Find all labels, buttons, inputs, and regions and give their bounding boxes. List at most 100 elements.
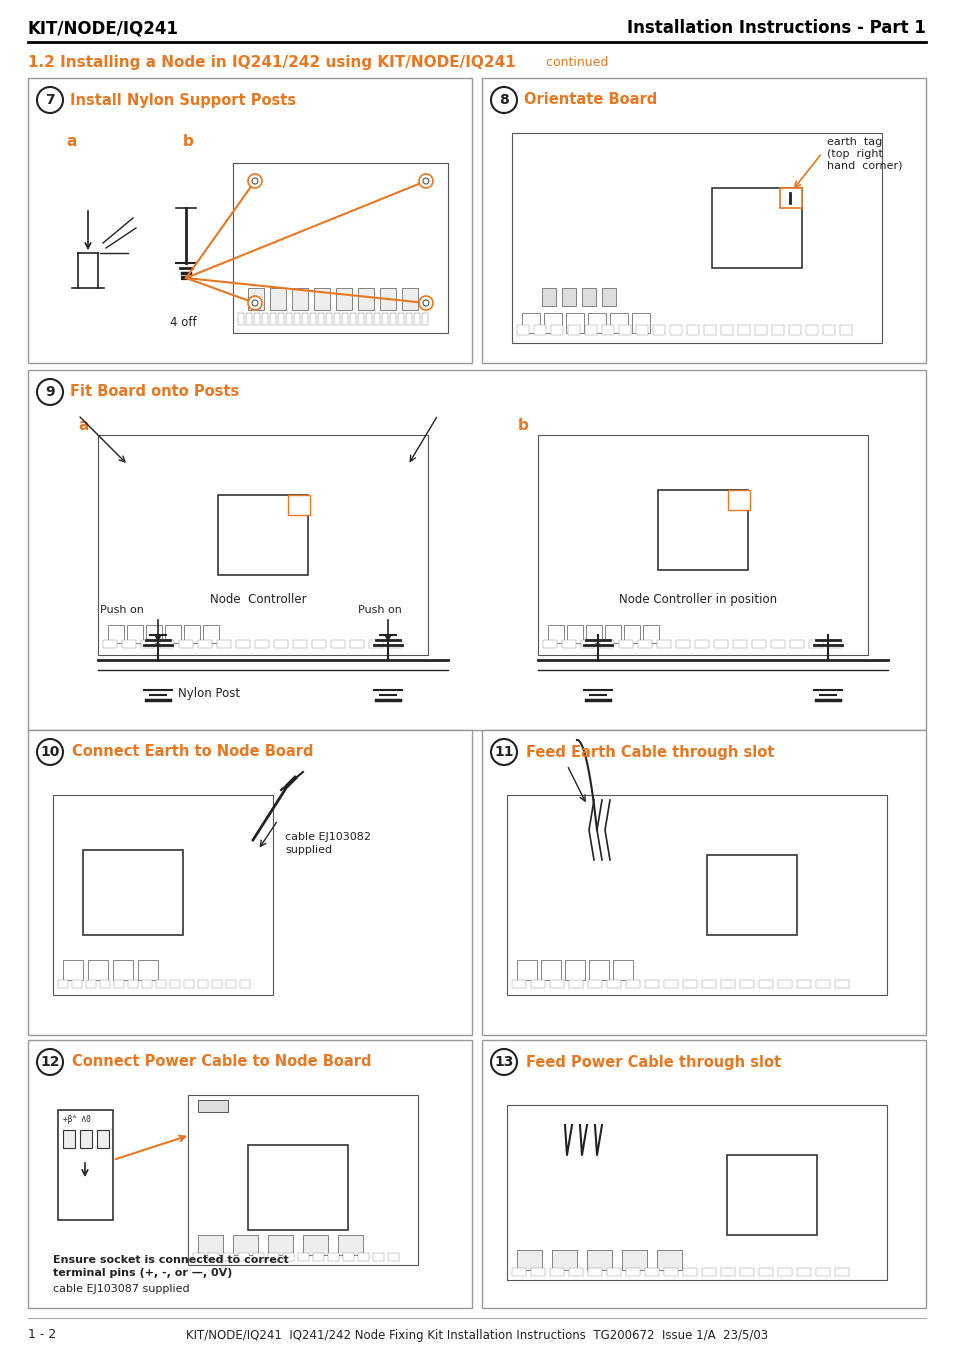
Bar (310, 313, 315, 326)
Ellipse shape (557, 1075, 597, 1094)
Bar (142, 979, 152, 988)
Text: 1 - 2: 1 - 2 (28, 1328, 56, 1342)
Bar (341, 313, 348, 326)
Bar (98, 435, 428, 655)
Bar (618, 640, 633, 648)
Bar (586, 1250, 612, 1270)
Text: cable EJ103082: cable EJ103082 (285, 832, 371, 842)
Text: Connect Power Cable to Node Board: Connect Power Cable to Node Board (71, 1055, 371, 1070)
Bar (240, 979, 250, 988)
Text: Connect Earth to Node Board: Connect Earth to Node Board (71, 744, 314, 759)
Bar (237, 313, 244, 326)
Circle shape (520, 142, 533, 154)
Bar (357, 313, 364, 326)
Bar (397, 313, 403, 326)
Circle shape (107, 444, 119, 457)
Bar (63, 1129, 75, 1148)
Bar (170, 979, 180, 988)
Bar (618, 326, 630, 335)
Bar (815, 979, 829, 988)
Bar (567, 326, 579, 335)
Bar (253, 313, 260, 326)
FancyBboxPatch shape (599, 743, 612, 769)
Bar (248, 1146, 348, 1229)
Bar (585, 626, 601, 643)
Text: terminal pins (+, -, or —, 0V): terminal pins (+, -, or —, 0V) (53, 1269, 233, 1278)
Bar (827, 640, 841, 648)
Bar (676, 640, 689, 648)
Ellipse shape (574, 761, 609, 780)
Bar (366, 313, 372, 326)
Bar (277, 313, 284, 326)
Bar (357, 288, 374, 309)
Text: a: a (78, 417, 89, 434)
Bar (390, 313, 395, 326)
Bar (652, 326, 664, 335)
Bar (312, 640, 326, 648)
Bar (543, 313, 561, 332)
Bar (636, 326, 647, 335)
Bar (565, 313, 583, 332)
Text: Ensure socket is connected to correct: Ensure socket is connected to correct (53, 1255, 289, 1265)
Bar (512, 132, 882, 343)
Circle shape (82, 1135, 90, 1143)
Bar (293, 640, 307, 648)
Text: 4 off: 4 off (170, 316, 196, 330)
Bar (369, 640, 382, 648)
Text: Push on: Push on (100, 605, 144, 615)
Text: 7: 7 (45, 93, 54, 107)
Bar (561, 640, 576, 648)
Bar (165, 626, 181, 643)
Bar (193, 1252, 204, 1260)
Bar (517, 1250, 541, 1270)
Bar (566, 626, 582, 643)
Bar (552, 1250, 577, 1270)
Bar (657, 640, 670, 648)
Bar (212, 979, 222, 988)
Bar (128, 979, 138, 988)
Circle shape (491, 1048, 517, 1075)
Text: supplied: supplied (285, 844, 332, 855)
Circle shape (252, 178, 257, 184)
Bar (601, 326, 614, 335)
Bar (606, 1269, 620, 1275)
Bar (642, 626, 659, 643)
Circle shape (422, 300, 429, 305)
FancyBboxPatch shape (569, 743, 581, 769)
Bar (83, 850, 183, 935)
Bar (521, 313, 539, 332)
Circle shape (99, 1135, 107, 1143)
Bar (638, 640, 651, 648)
Bar (233, 163, 448, 332)
Bar (531, 1269, 544, 1275)
Text: Feed Power Cable through slot: Feed Power Cable through slot (525, 1055, 781, 1070)
Bar (350, 640, 364, 648)
Circle shape (418, 174, 433, 188)
Bar (235, 640, 250, 648)
Bar (481, 1040, 925, 1308)
Bar (226, 979, 235, 988)
Bar (401, 288, 417, 309)
Bar (297, 1252, 309, 1260)
Text: Orientate Board: Orientate Board (523, 92, 657, 108)
Bar (88, 961, 108, 979)
Bar (720, 1269, 734, 1275)
FancyBboxPatch shape (564, 1058, 577, 1084)
Bar (138, 961, 158, 979)
Bar (551, 326, 562, 335)
Circle shape (252, 300, 257, 305)
Text: cable EJ103087 supplied: cable EJ103087 supplied (53, 1283, 190, 1294)
Bar (113, 979, 124, 988)
Bar (663, 979, 678, 988)
Bar (822, 326, 834, 335)
Text: a: a (66, 134, 76, 149)
Bar (561, 288, 576, 305)
Bar (703, 326, 716, 335)
Text: earth  tag: earth tag (826, 136, 882, 147)
Ellipse shape (175, 196, 195, 204)
Text: b: b (517, 417, 528, 434)
Bar (644, 1269, 659, 1275)
Bar (657, 1250, 681, 1270)
Bar (421, 313, 428, 326)
Bar (686, 326, 699, 335)
